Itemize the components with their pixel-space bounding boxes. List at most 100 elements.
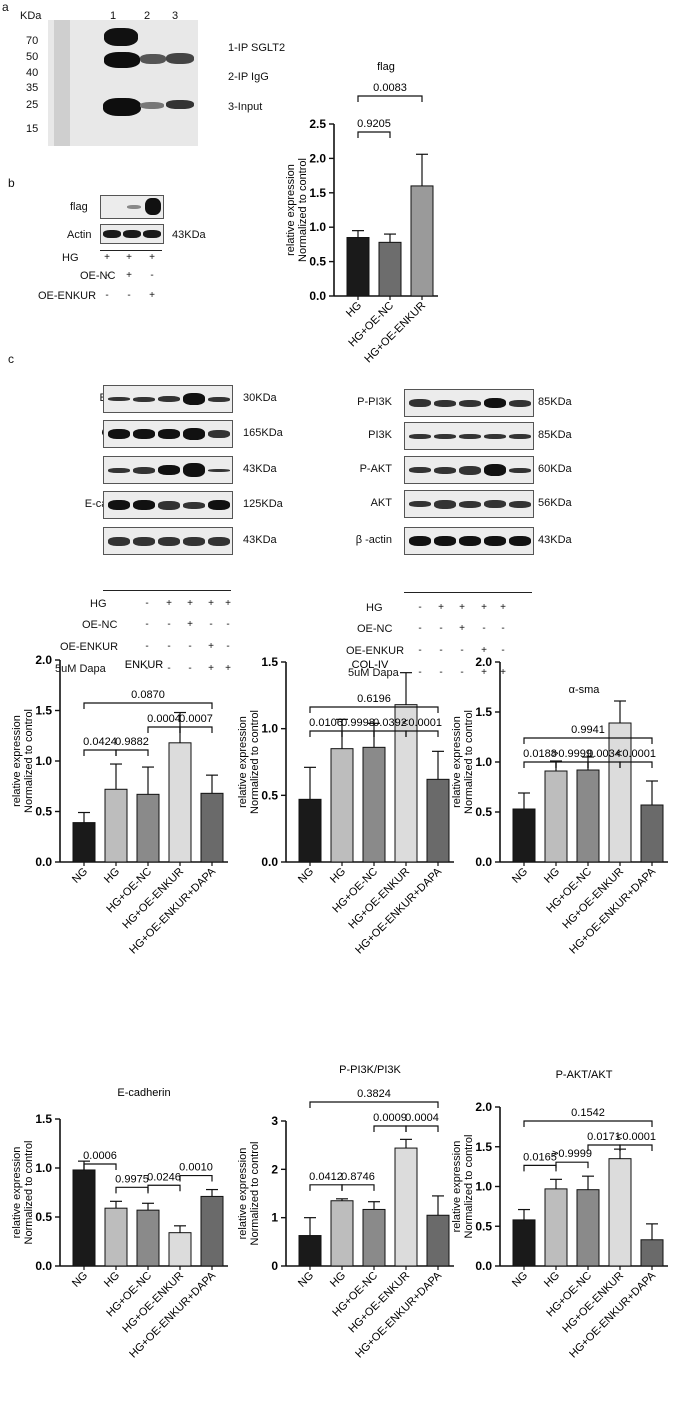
x-tick-label: HG [328,866,348,886]
bar [426,1214,450,1267]
divider [100,250,162,251]
blot-label: P-PI3K [357,396,392,408]
bar [136,1209,160,1267]
p-value-label: 0.0392 [373,717,407,729]
condition-sign: + [187,619,193,630]
bar [298,798,322,863]
condition-label: OE-ENKUR [38,290,97,302]
marker-40: 40 [26,67,39,79]
comparison-bracket [555,1161,589,1169]
condition-sign: + [104,252,110,263]
p-value-label: <0.0001 [616,748,656,760]
blot-band [108,536,130,546]
condition-sign: - [418,667,422,678]
legend-lane-3: 3-Input [228,101,263,113]
bar [168,742,192,863]
legend-lane-1: 1-IP SGLT2 [228,42,286,54]
comparison-bracket [309,730,343,737]
condition-sign: - [188,663,192,674]
blot-band [484,536,506,546]
p-value-label: 0.0106 [309,717,343,729]
y-tick-label: 1.0 [475,755,492,769]
bar [104,1207,128,1267]
y-tick-label: 0.0 [261,855,278,869]
y-tick-label: 2.0 [35,653,52,667]
condition-sign: - [127,290,131,301]
blot-band [509,536,531,546]
blot-band [459,500,481,508]
bar [200,1195,224,1267]
ladder-lane [54,20,70,146]
condition-label: OE-NC [357,623,393,635]
x-tick-label: HG [344,300,364,320]
blot-band [509,467,531,473]
condition-label: 5uM Dapa [348,667,399,679]
bar [394,1147,418,1267]
condition-sign: - [460,667,464,678]
condition-sign: - [501,645,505,656]
y-axis-label: relative expression [11,715,23,807]
y-tick-label: 2.5 [309,117,326,131]
blot-band [409,467,431,473]
y-tick-label: 2.0 [475,1100,492,1114]
p-value-label: 0.0009 [373,1112,407,1124]
kda-label: 43KDa [243,534,277,546]
blot-band [183,393,205,405]
blot-band [434,499,456,509]
p-value-label: 0.0424 [83,736,117,748]
y-tick-label: 1.5 [309,186,326,200]
blot-label-flag: flag [70,201,88,213]
divider [103,590,231,591]
y-axis-label: relative expression [237,1148,249,1240]
marker-35: 35 [26,82,39,94]
condition-sign: + [208,641,214,652]
blot-band [104,52,140,68]
chart-title: COL-IV [352,659,389,671]
blot-strip [103,456,233,484]
p-value-label: 0.9975 [115,1173,149,1185]
condition-sign: - [418,645,422,656]
y-tick-label: 1.5 [261,655,278,669]
blot-band [208,396,230,402]
p-value-label: 0.0246 [147,1171,181,1183]
y-tick-label: 0.5 [261,788,278,802]
comparison-bracket [357,131,391,138]
blot-band [183,428,205,440]
condition-label: HG [62,252,79,264]
blot-band [183,536,205,546]
bar [72,822,96,863]
blot-band [166,100,194,109]
blot-strip [404,490,534,518]
condition-sign: + [149,252,155,263]
comparison-bracket [341,730,375,737]
marker-25: 25 [26,99,39,111]
y-tick-label: 0.5 [475,1219,492,1233]
comparison-bracket [83,702,213,709]
blot-band [140,102,164,109]
condition-sign: - [150,270,154,281]
comparison-bracket [405,730,439,737]
blot-strip [103,420,233,448]
p-value-label: 0.0083 [373,82,407,94]
blot-band [409,501,431,507]
bar [544,770,568,863]
blot-strip [404,422,534,450]
bar [426,778,450,863]
y-axis-label: Normalized to control [463,1135,475,1239]
y-axis-label: Normalized to control [23,1141,35,1245]
condition-sign: - [167,619,171,630]
blot-band [140,54,166,64]
p-value-label: <0.0001 [616,1131,656,1143]
comparison-bracket [523,737,653,744]
condition-sign: - [460,645,464,656]
y-axis-label: relative expression [285,164,297,256]
blot-band [484,398,506,408]
blot-band [158,500,180,510]
blot-band [208,468,230,472]
condition-sign: + [126,270,132,281]
chart-title: ENKUR [125,659,164,671]
y-tick-label: 1.5 [35,1112,52,1126]
bar [640,804,664,863]
blot-label: β -actin [355,534,392,546]
y-axis-label: Normalized to control [249,710,261,814]
